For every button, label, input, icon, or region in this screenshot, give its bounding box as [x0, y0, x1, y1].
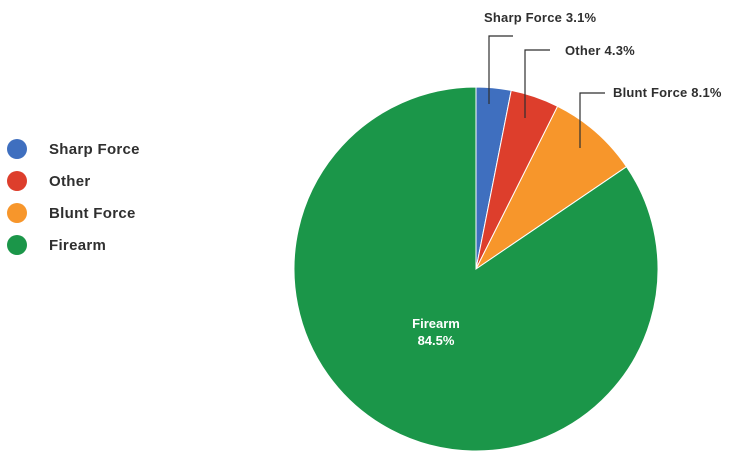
pie-slice-blunt-force	[474, 105, 628, 271]
legend-label-sharp-force: Sharp Force	[49, 140, 140, 158]
callout-other: Other 4.3%	[524, 43, 635, 118]
legend-swatch-other	[7, 171, 27, 191]
legend-swatch-blunt-force	[7, 203, 27, 223]
callout-sharp-force: Sharp Force 3.1%	[484, 10, 597, 104]
legend-swatch-sharp-force	[7, 139, 27, 159]
label-firearm-value: 84.5%	[418, 333, 455, 348]
leader-line-other	[524, 49, 550, 118]
legend-item-sharp-force: Sharp Force	[7, 133, 140, 165]
legend-swatch-firearm	[7, 235, 27, 255]
legend-label-firearm: Firearm	[49, 236, 107, 254]
label-sharp-force: Sharp Force 3.1%	[484, 10, 597, 25]
leader-line-sharp-force	[488, 35, 513, 104]
leader-line-blunt-force	[579, 92, 605, 148]
label-other: Other 4.3%	[565, 43, 635, 58]
legend-item-blunt-force: Blunt Force	[7, 197, 140, 229]
chart-legend: Sharp Force Other Blunt Force Firearm	[7, 133, 140, 261]
label-firearm-name: Firearm	[412, 316, 460, 331]
legend-item-other: Other	[7, 165, 140, 197]
legend-item-firearm: Firearm	[7, 229, 140, 261]
pie-slices	[293, 86, 659, 451]
pie-slice-firearm	[293, 86, 659, 451]
legend-label-other: Other	[49, 172, 91, 190]
label-blunt-force: Blunt Force 8.1%	[613, 85, 722, 100]
callout-blunt-force: Blunt Force 8.1%	[579, 85, 722, 148]
legend-label-blunt-force: Blunt Force	[49, 204, 136, 222]
